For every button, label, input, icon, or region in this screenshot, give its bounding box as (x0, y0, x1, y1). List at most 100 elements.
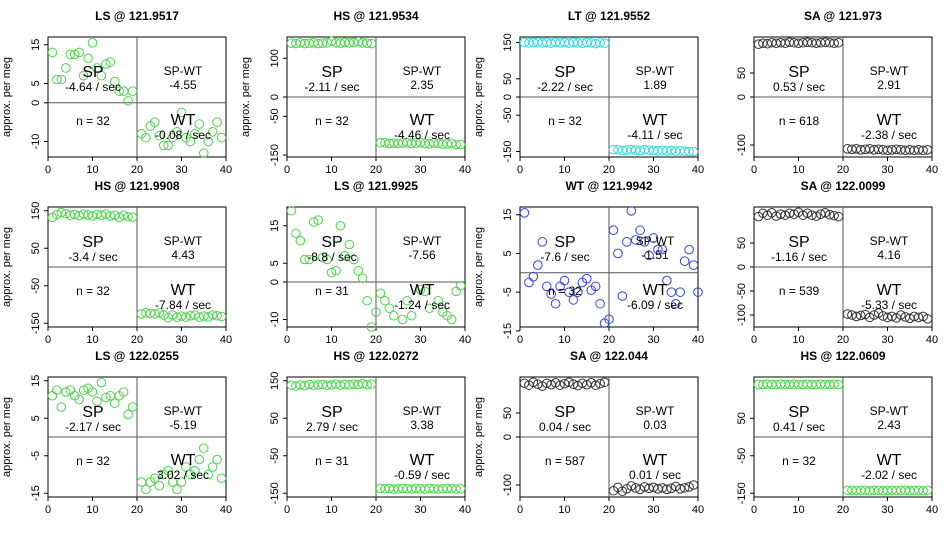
data-point (684, 482, 694, 492)
data-point (829, 38, 839, 49)
data-point (87, 38, 98, 48)
y-tick-label: -150 (269, 482, 281, 504)
data-point (420, 286, 430, 297)
label-sp: SP (82, 404, 103, 421)
data-point (353, 265, 363, 276)
y-tick-label: 5 (30, 80, 42, 86)
x-tick-label: 20 (370, 504, 382, 516)
x-tick-label: 10 (792, 164, 804, 176)
label-wt-rate: -2.38 / sec (861, 128, 917, 142)
label-sp: SP (788, 234, 809, 251)
data-point (207, 127, 218, 137)
data-point (326, 36, 337, 47)
data-point (568, 295, 579, 305)
data-point (402, 295, 412, 306)
data-point (613, 248, 623, 259)
label-wt: WT (877, 282, 902, 299)
label-wt: WT (171, 452, 196, 469)
data-point (455, 280, 466, 291)
data-point (802, 208, 813, 219)
data-point (353, 36, 363, 47)
y-tick-label: 50 (502, 73, 514, 85)
x-tick-label: 0 (45, 504, 51, 516)
label-wt-rate: -1.24 / sec (394, 298, 450, 312)
label-wt-rate: -6.09 / sec (627, 298, 683, 312)
data-point (340, 250, 350, 261)
data-point (154, 307, 165, 318)
data-point (357, 273, 368, 284)
x-tick-label: 10 (558, 164, 570, 176)
data-point (109, 76, 120, 87)
data-point (118, 387, 129, 397)
data-point (123, 409, 133, 420)
y-tick-label: 0 (30, 100, 42, 106)
data-point (362, 379, 372, 390)
y-tick-label: -100 (502, 474, 514, 496)
data-point (684, 244, 694, 255)
data-point (918, 485, 928, 496)
data-point (648, 233, 659, 243)
data-point (123, 211, 133, 222)
data-point (366, 322, 377, 332)
data-point (158, 140, 169, 151)
data-point (546, 289, 556, 299)
y-tick-label: -50 (269, 448, 281, 464)
label-sp: SP (321, 64, 342, 81)
x-tick-label: 10 (86, 334, 98, 346)
data-point (688, 480, 699, 490)
data-point (528, 377, 539, 388)
label-wt: WT (410, 282, 435, 299)
x-tick-label: 0 (517, 334, 523, 346)
data-point (194, 119, 205, 129)
x-tick-label: 10 (792, 504, 804, 516)
data-point (185, 136, 196, 147)
data-point (864, 312, 875, 323)
label-sp-wt: SP-WT (870, 404, 909, 418)
x-tick-label: 10 (86, 164, 98, 176)
label-sp: SP (554, 404, 575, 421)
x-tick-label: 20 (370, 334, 382, 346)
y-tick-label: -100 (736, 304, 748, 326)
data-point (533, 260, 543, 270)
data-point (670, 481, 681, 492)
data-point (52, 385, 62, 395)
y-tick-label: 150 (269, 372, 281, 390)
y-axis-label: approx. per meg (1, 397, 13, 477)
label-sp-rate: -8.8 / sec (307, 250, 356, 264)
y-tick-label: -150 (269, 144, 281, 166)
label-n: n = 539 (779, 284, 820, 298)
y-tick-label: 0 (736, 264, 748, 270)
x-tick-label: 0 (751, 164, 757, 176)
data-point (87, 387, 98, 397)
data-point (851, 311, 862, 322)
data-point (105, 211, 116, 221)
label-wt-rate: 3.02 / sec (157, 468, 209, 482)
label-sp-rate: 0.41 / sec (773, 420, 825, 434)
data-point (207, 310, 218, 320)
data-point (317, 252, 328, 263)
x-tick-label: 0 (751, 334, 757, 346)
y-tick-label: -50 (269, 108, 281, 124)
data-point (362, 295, 372, 306)
label-sp: SP (788, 404, 809, 421)
label-sp-wt-value: 0.03 (643, 418, 667, 432)
label-wt-rate: -0.08 / sec (155, 128, 211, 142)
y-tick-label: 150 (502, 33, 514, 51)
label-sp: SP (788, 64, 809, 81)
x-tick-label: 40 (926, 504, 938, 516)
data-point (78, 385, 89, 395)
chart-title: LS @ 121.9925 (334, 179, 418, 193)
y-tick-label: -10 (30, 134, 42, 150)
data-point (163, 140, 173, 151)
data-point (913, 312, 924, 323)
data-point (92, 396, 102, 407)
data-point (101, 59, 111, 69)
x-tick-label: 10 (325, 334, 337, 346)
data-point (127, 402, 138, 412)
label-n: n = 32 (548, 114, 582, 128)
data-point (670, 298, 681, 309)
